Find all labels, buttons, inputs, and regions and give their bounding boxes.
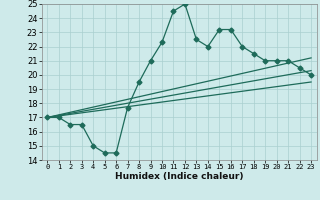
X-axis label: Humidex (Indice chaleur): Humidex (Indice chaleur) xyxy=(115,172,244,181)
